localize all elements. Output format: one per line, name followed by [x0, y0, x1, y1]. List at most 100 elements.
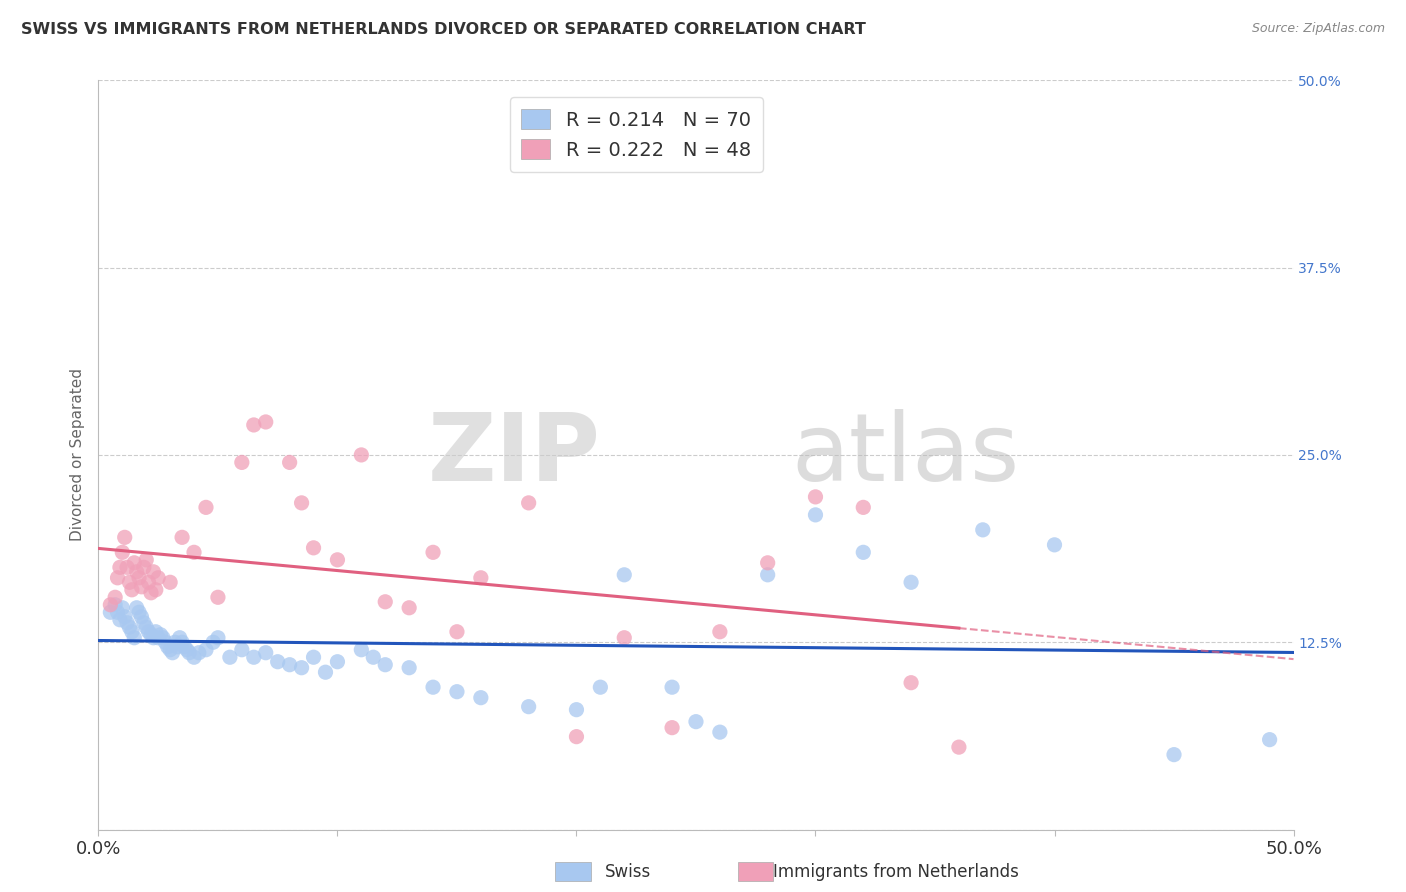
Point	[118, 620, 141, 634]
Point	[132, 615, 155, 630]
Point	[422, 680, 444, 694]
Point	[243, 650, 266, 665]
Point	[156, 640, 179, 654]
Point	[613, 567, 636, 582]
Point	[169, 631, 191, 645]
Point	[804, 508, 827, 522]
Point	[159, 642, 181, 657]
Point	[145, 624, 167, 639]
Point	[972, 523, 994, 537]
Point	[470, 690, 492, 705]
Point	[142, 565, 165, 579]
Point	[108, 560, 131, 574]
Point	[350, 642, 373, 657]
Point	[517, 699, 540, 714]
Point	[374, 595, 396, 609]
Point	[470, 571, 492, 585]
Point	[613, 631, 636, 645]
Point	[756, 556, 779, 570]
Point	[107, 605, 129, 619]
Text: Source: ZipAtlas.com: Source: ZipAtlas.com	[1251, 22, 1385, 36]
Point	[138, 624, 160, 639]
Point	[139, 628, 162, 642]
Point	[661, 680, 683, 694]
Point	[121, 582, 143, 597]
Point	[709, 624, 731, 639]
Point	[1163, 747, 1185, 762]
Text: ZIP: ZIP	[427, 409, 600, 501]
Point	[517, 496, 540, 510]
Point	[302, 650, 325, 665]
Point	[152, 631, 174, 645]
Point	[1043, 538, 1066, 552]
Point	[565, 730, 588, 744]
Point	[159, 575, 181, 590]
Point	[398, 661, 420, 675]
Point	[565, 703, 588, 717]
Point	[173, 640, 195, 654]
Point	[179, 646, 201, 660]
Point	[148, 631, 170, 645]
Point	[107, 571, 129, 585]
Point	[115, 615, 138, 630]
Point	[139, 586, 162, 600]
Point	[1258, 732, 1281, 747]
Point	[114, 609, 136, 624]
Point	[149, 628, 172, 642]
Point	[115, 560, 138, 574]
Point	[135, 553, 157, 567]
Point	[162, 646, 184, 660]
Point	[135, 620, 157, 634]
Point	[187, 646, 209, 660]
Point	[131, 580, 153, 594]
Point	[148, 571, 170, 585]
Point	[138, 575, 160, 590]
Point	[326, 655, 349, 669]
Point	[176, 642, 198, 657]
Point	[852, 545, 875, 559]
Point	[172, 635, 194, 649]
Point	[183, 545, 205, 559]
Legend: R = 0.214   N = 70, R = 0.222   N = 48: R = 0.214 N = 70, R = 0.222 N = 48	[509, 97, 763, 171]
Point	[125, 565, 148, 579]
Point	[422, 545, 444, 559]
Point	[661, 721, 683, 735]
Point	[207, 591, 229, 605]
Point	[363, 650, 385, 665]
Point	[326, 553, 349, 567]
Point	[446, 624, 468, 639]
Point	[131, 609, 153, 624]
Point	[756, 567, 779, 582]
Point	[374, 657, 396, 672]
Point	[128, 571, 150, 585]
Point	[183, 650, 205, 665]
Point	[302, 541, 325, 555]
Point	[121, 624, 143, 639]
Point	[163, 635, 186, 649]
Point	[125, 600, 148, 615]
Point	[446, 684, 468, 698]
Text: SWISS VS IMMIGRANTS FROM NETHERLANDS DIVORCED OR SEPARATED CORRELATION CHART: SWISS VS IMMIGRANTS FROM NETHERLANDS DIV…	[21, 22, 866, 37]
Point	[948, 740, 970, 755]
Point	[278, 455, 301, 469]
Point	[166, 640, 188, 654]
Point	[219, 650, 242, 665]
Y-axis label: Divorced or Separated: Divorced or Separated	[69, 368, 84, 541]
Point	[132, 560, 155, 574]
Point	[709, 725, 731, 739]
Point	[804, 490, 827, 504]
Point	[350, 448, 373, 462]
Point	[315, 665, 337, 680]
Point	[195, 500, 218, 515]
Text: Immigrants from Netherlands: Immigrants from Netherlands	[773, 863, 1019, 881]
Point	[900, 675, 922, 690]
Point	[142, 631, 165, 645]
Point	[124, 556, 146, 570]
Point	[267, 655, 290, 669]
Point	[398, 600, 420, 615]
Point	[128, 605, 150, 619]
Point	[900, 575, 922, 590]
Point	[172, 530, 194, 544]
Point	[243, 417, 266, 432]
Point	[202, 635, 225, 649]
